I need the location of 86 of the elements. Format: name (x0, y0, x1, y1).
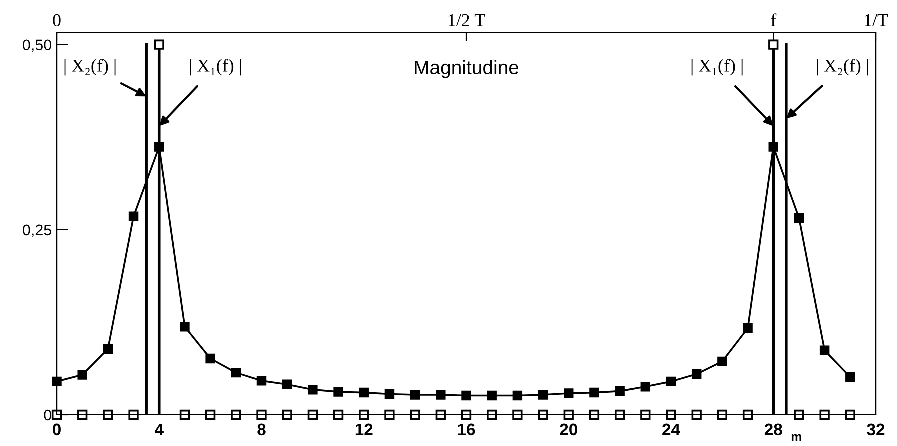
point (256, 410, 267, 420)
annotation: | X₁(f) | (190, 59, 242, 76)
point (384, 410, 395, 420)
point (103, 410, 114, 420)
point (615, 386, 625, 396)
x-axis-title: m (792, 434, 802, 442)
point (282, 380, 292, 390)
point (820, 346, 830, 356)
point (768, 40, 779, 50)
point (820, 410, 830, 420)
point (333, 410, 344, 420)
point (128, 410, 139, 420)
point (180, 322, 190, 332)
point (256, 376, 267, 386)
x-tick-label: 0 (53, 424, 61, 436)
point (692, 369, 702, 380)
y-tick-label: 0,25 (23, 224, 52, 238)
point (78, 410, 88, 420)
text: Magnitudine (415, 60, 519, 78)
point (512, 390, 523, 401)
point (154, 142, 164, 152)
x2-tick-label: f (771, 14, 777, 26)
point (384, 389, 395, 400)
point (52, 376, 62, 387)
point (538, 390, 548, 400)
point (462, 390, 472, 401)
point (436, 410, 446, 420)
point (718, 356, 728, 367)
point (564, 388, 574, 398)
x-tick-label: 32 (867, 424, 885, 436)
point (282, 410, 292, 420)
point (359, 388, 369, 398)
point (410, 390, 420, 400)
x-tick-label: 24 (662, 424, 680, 436)
annotation: | X₁(f) | (692, 59, 743, 76)
x-tick-label: 28 (764, 424, 782, 436)
y-tick-label: 0 (44, 410, 52, 421)
x-tick-label: 8 (258, 424, 266, 436)
point (794, 410, 804, 420)
point (640, 410, 651, 420)
point (308, 384, 318, 395)
annotation: | X₂(f) | (817, 59, 868, 76)
point (180, 410, 190, 420)
point (845, 410, 856, 420)
point (794, 213, 804, 223)
point (614, 410, 626, 420)
point (742, 410, 754, 420)
point (103, 344, 114, 354)
point (538, 410, 548, 420)
point (128, 212, 139, 222)
point (846, 372, 856, 382)
x-tick-label: 20 (560, 424, 578, 436)
point (666, 410, 676, 420)
point (461, 410, 472, 420)
y-tick-label: 0,50 (23, 40, 52, 52)
point (436, 390, 446, 400)
annotation: | X₂(f) | (64, 59, 116, 76)
point (590, 388, 600, 398)
point (640, 382, 651, 392)
point (308, 410, 318, 420)
x2-tick-label: 0 (53, 14, 61, 27)
point (564, 410, 574, 420)
x-tick-label: 16 (458, 424, 476, 436)
point (743, 324, 753, 334)
point (692, 410, 702, 420)
point (410, 410, 420, 420)
point (589, 410, 600, 420)
point (231, 368, 242, 378)
x-tick-label: 12 (356, 424, 373, 436)
point (666, 376, 676, 387)
point (768, 142, 778, 152)
point (154, 40, 164, 50)
x2-tick-label: 1/2 T (448, 14, 486, 27)
x-tick-label: 4 (154, 424, 164, 436)
point (512, 410, 523, 420)
point (487, 410, 498, 420)
point (206, 354, 216, 364)
point (359, 410, 370, 420)
point (717, 410, 728, 420)
point (334, 387, 344, 397)
point (487, 390, 497, 401)
point (231, 410, 242, 420)
point (52, 410, 62, 420)
point (205, 410, 216, 420)
x2-tick-label: 1/T (865, 14, 888, 27)
point (78, 370, 88, 380)
